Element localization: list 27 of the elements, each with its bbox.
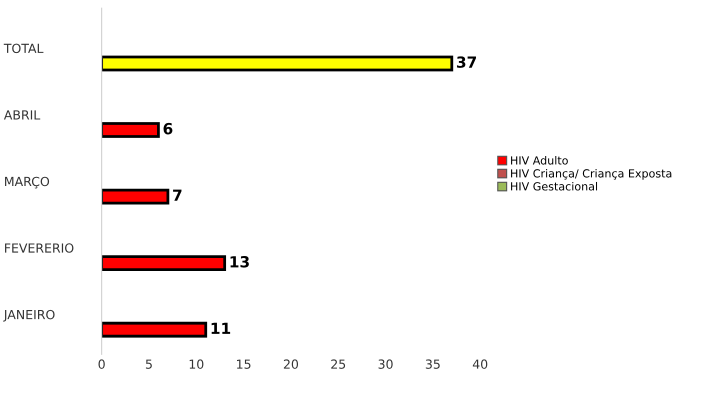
bar — [102, 188, 170, 204]
y-tick-label: FEVERERIO — [5, 243, 74, 253]
bar — [102, 255, 226, 272]
data-label: 11 — [212, 322, 230, 334]
legend-label: HIV Gestacional — [511, 182, 598, 191]
data-label: 37 — [456, 56, 476, 68]
x-tick-label: 10 — [190, 359, 204, 369]
y-tick-label: TOTAL — [4, 44, 44, 54]
x-tick-label: 15 — [237, 360, 250, 369]
legend-label: HIV Criança/ Criança Exposta — [511, 168, 672, 180]
data-label: 7 — [173, 190, 182, 201]
x-tick-label: 40 — [472, 359, 488, 369]
x-tick-label: 35 — [426, 359, 440, 369]
y-tick-label: MARÇO — [5, 176, 50, 188]
bar — [102, 56, 454, 72]
x-tick-label: 30 — [378, 359, 393, 369]
y-tick-label: ABRIL — [4, 110, 40, 120]
legend-label: HIV Adulto — [511, 156, 568, 165]
x-tick-label: 5 — [146, 360, 152, 369]
bar — [102, 322, 208, 338]
bar — [102, 122, 160, 138]
y-tick-label: JANEIRO — [3, 310, 55, 322]
x-tick-label: 0 — [98, 359, 105, 369]
x-tick-label: 20 — [284, 359, 298, 369]
data-label: 13 — [230, 256, 249, 268]
x-tick-label: 25 — [331, 359, 346, 369]
data-label: 6 — [164, 122, 172, 134]
